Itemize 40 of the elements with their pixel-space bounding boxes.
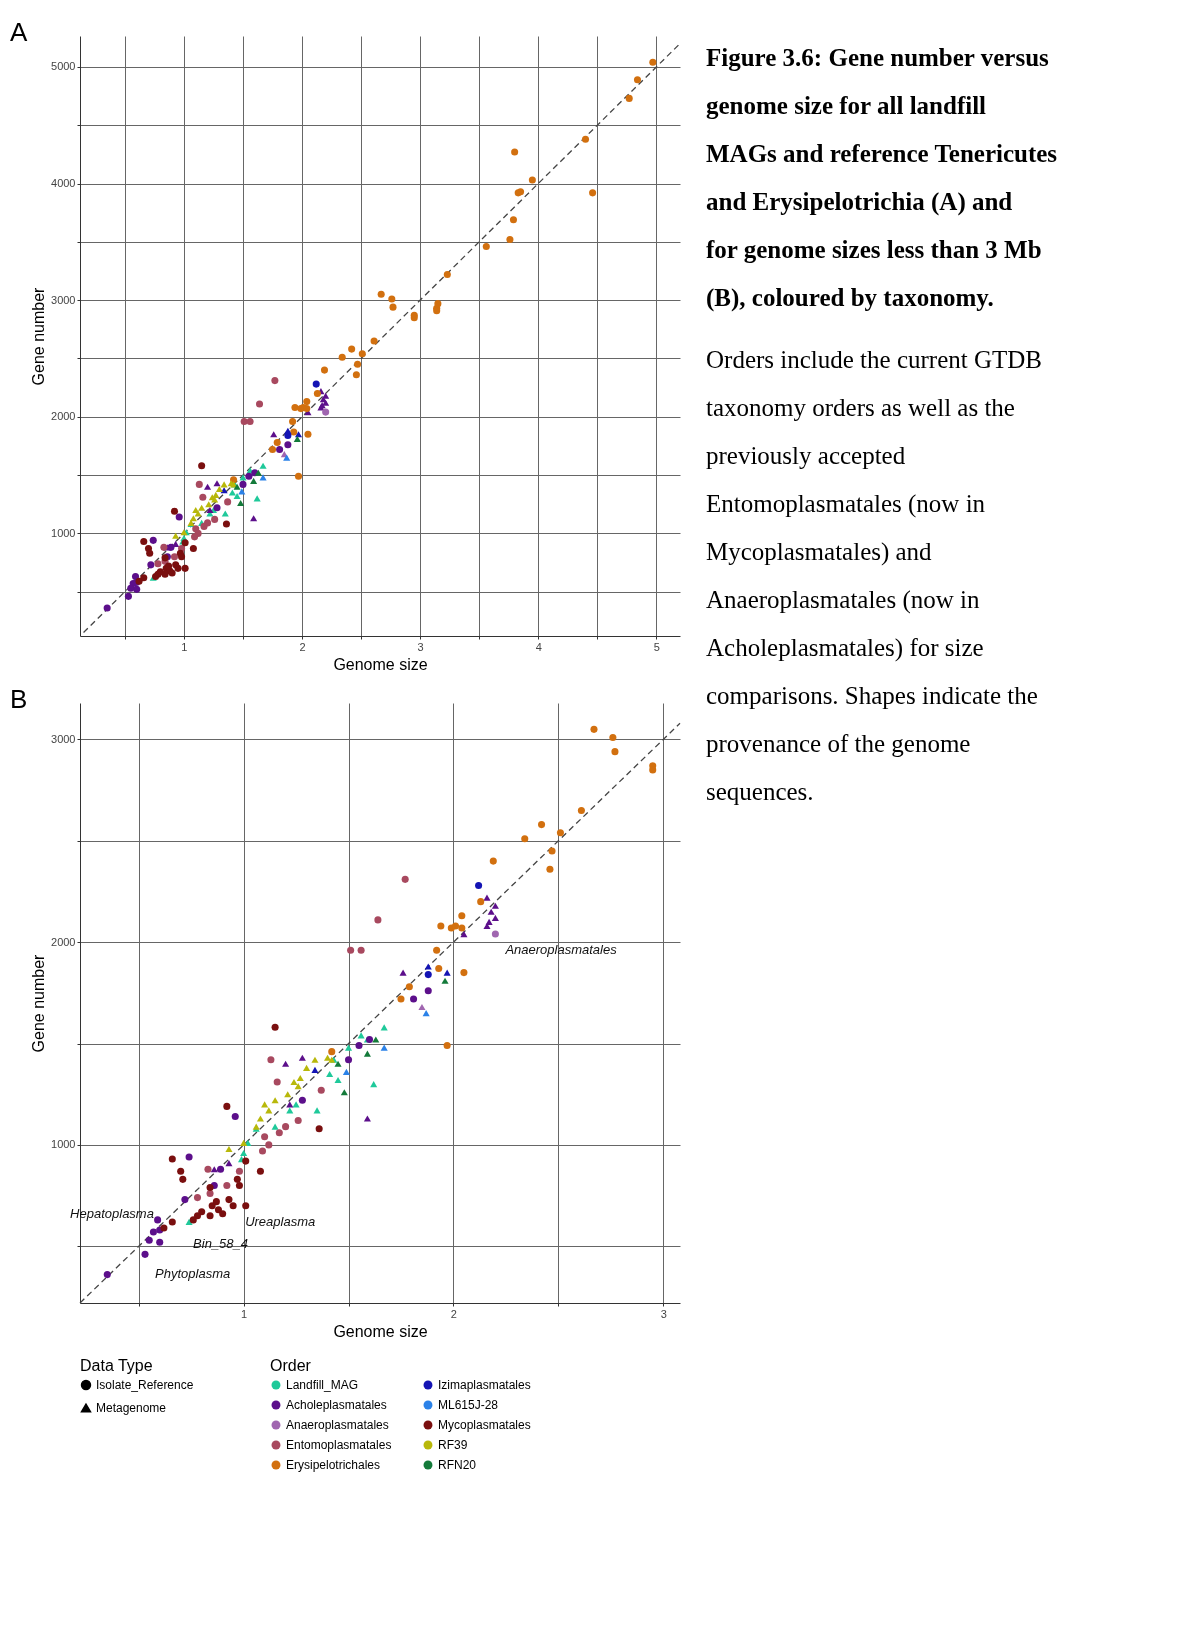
x-tick-label: 5 [653,640,660,653]
legend-label: Acholeplasmatales [286,1398,387,1412]
x-tick-label: 2 [299,640,306,653]
legend-label: Anaeroplasmatales [286,1418,389,1432]
y-tick-label: 5000 [51,60,76,73]
y-tick-label: 2000 [51,410,76,423]
legend-label: Erysipelotrichales [286,1458,381,1472]
text: A [10,17,28,47]
x-tick-label: 1 [241,1307,248,1320]
x-tick-label: 4 [535,640,542,653]
x-tick-label: 2 [450,1307,457,1320]
x-tick-label: 3 [417,640,424,653]
legend-label: Isolate_Reference [96,1378,194,1392]
y-axis-title: Gene number [30,286,48,386]
legend-label: ML615J-28 [438,1398,499,1412]
text: Order [270,1357,311,1374]
y-tick-label: 3000 [51,293,76,306]
legend-label: Landfill_MAG [286,1378,359,1392]
x-tick-label: 1 [181,640,188,653]
text: Figure 3.6: Gene number versus genome size for all landfill MAGs and reference Tenericutes and Erysipelotrichia (A) and for genome sizes less than 3 Mb (B), coloured by taxonomy. [706,44,1058,312]
legend-label: Izimaplasmatales [438,1378,531,1392]
annotation: Ureaplasma [245,1213,316,1229]
text: Data Type [80,1357,153,1374]
text: Orders include the current GTDB taxonomy orders as well as the previously accepted Entomoplasmatales (now in Mycoplasmatales) and Anaeroplasmatales (now in Acholeplasmatales) for size comparisons. Shapes indicate the provenance of the genome sequences. [706,346,1042,805]
legend-label: RFN20 [438,1458,477,1472]
legend-label: RF39 [438,1438,468,1452]
x-tick-label: 3 [660,1307,667,1320]
y-tick-label: 1000 [51,1138,76,1151]
legend-label: Metagenome [96,1401,167,1415]
x-axis-title: Genome size [333,1322,428,1340]
y-tick-label: 4000 [51,177,76,190]
y-tick-label: 2000 [51,935,76,948]
legend-label: Mycoplasmatales [438,1418,531,1432]
x-axis-title: Genome size [333,655,428,673]
legend-label: Entomoplasmatales [286,1438,392,1452]
annotation: Phytoplasma [155,1266,231,1282]
y-tick-label: 1000 [51,526,76,539]
y-tick-label: 3000 [51,732,76,745]
text: B [10,684,28,714]
y-axis-title: Gene number [30,953,48,1053]
